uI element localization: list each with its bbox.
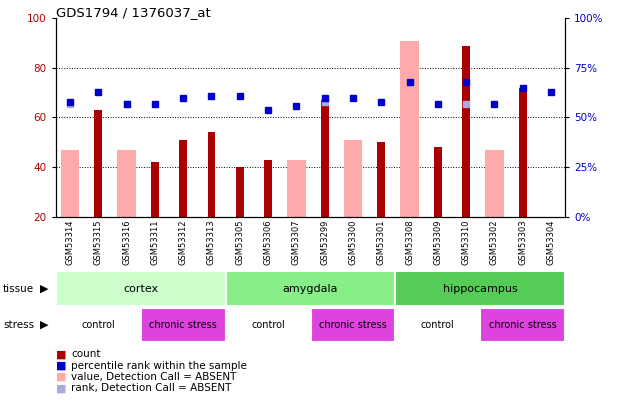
Text: GSM53300: GSM53300 bbox=[348, 219, 358, 265]
Text: stress: stress bbox=[3, 320, 34, 330]
Text: GSM53314: GSM53314 bbox=[66, 219, 75, 265]
Text: chronic stress: chronic stress bbox=[149, 320, 217, 330]
Bar bbox=[151, 162, 159, 217]
Text: GSM53299: GSM53299 bbox=[320, 219, 329, 265]
Text: GSM53305: GSM53305 bbox=[235, 219, 244, 265]
Text: cortex: cortex bbox=[123, 284, 158, 294]
Bar bbox=[56, 308, 141, 342]
Text: percentile rank within the sample: percentile rank within the sample bbox=[71, 361, 247, 371]
Text: ▶: ▶ bbox=[40, 284, 49, 294]
Text: ■: ■ bbox=[56, 350, 66, 359]
Bar bbox=[94, 110, 102, 217]
Text: amygdala: amygdala bbox=[283, 284, 338, 294]
Text: GSM53301: GSM53301 bbox=[377, 219, 386, 265]
Text: ■: ■ bbox=[56, 361, 66, 371]
Bar bbox=[236, 167, 243, 217]
Bar bbox=[396, 308, 480, 342]
Bar bbox=[434, 147, 442, 217]
Text: GSM53316: GSM53316 bbox=[122, 219, 131, 265]
Bar bbox=[179, 140, 187, 217]
Text: GSM53304: GSM53304 bbox=[546, 219, 555, 265]
Bar bbox=[141, 308, 225, 342]
Text: GSM53310: GSM53310 bbox=[461, 219, 471, 265]
Bar bbox=[462, 45, 470, 217]
Text: GSM53311: GSM53311 bbox=[150, 219, 160, 265]
Bar bbox=[56, 271, 225, 306]
Bar bbox=[225, 308, 310, 342]
Bar bbox=[480, 308, 565, 342]
Text: GSM53315: GSM53315 bbox=[94, 219, 103, 265]
Text: value, Detection Call = ABSENT: value, Detection Call = ABSENT bbox=[71, 372, 237, 382]
Text: ■: ■ bbox=[56, 384, 66, 393]
Bar bbox=[264, 160, 272, 217]
Bar bbox=[207, 132, 215, 217]
Text: GSM53312: GSM53312 bbox=[179, 219, 188, 265]
Text: control: control bbox=[421, 320, 455, 330]
Bar bbox=[320, 100, 329, 217]
Text: hippocampus: hippocampus bbox=[443, 284, 518, 294]
Text: chronic stress: chronic stress bbox=[319, 320, 387, 330]
Text: rank, Detection Call = ABSENT: rank, Detection Call = ABSENT bbox=[71, 384, 232, 393]
Bar bbox=[519, 88, 527, 217]
Text: ▶: ▶ bbox=[40, 320, 49, 330]
Bar bbox=[401, 40, 419, 217]
Text: GSM53307: GSM53307 bbox=[292, 219, 301, 265]
Text: control: control bbox=[81, 320, 116, 330]
Bar bbox=[61, 150, 79, 217]
Text: GSM53309: GSM53309 bbox=[433, 219, 442, 265]
Text: GSM53302: GSM53302 bbox=[490, 219, 499, 265]
Text: GDS1794 / 1376037_at: GDS1794 / 1376037_at bbox=[56, 6, 211, 19]
Text: count: count bbox=[71, 350, 101, 359]
Text: GSM53306: GSM53306 bbox=[263, 219, 273, 265]
Bar bbox=[310, 308, 396, 342]
Text: ■: ■ bbox=[56, 372, 66, 382]
Text: control: control bbox=[251, 320, 285, 330]
Bar bbox=[396, 271, 565, 306]
Bar bbox=[225, 271, 396, 306]
Bar bbox=[344, 140, 362, 217]
Bar bbox=[287, 160, 306, 217]
Text: tissue: tissue bbox=[3, 284, 34, 294]
Text: GSM53308: GSM53308 bbox=[405, 219, 414, 265]
Bar bbox=[117, 150, 136, 217]
Text: GSM53313: GSM53313 bbox=[207, 219, 216, 265]
Bar bbox=[485, 150, 504, 217]
Text: chronic stress: chronic stress bbox=[489, 320, 556, 330]
Bar bbox=[378, 142, 385, 217]
Text: GSM53303: GSM53303 bbox=[518, 219, 527, 265]
